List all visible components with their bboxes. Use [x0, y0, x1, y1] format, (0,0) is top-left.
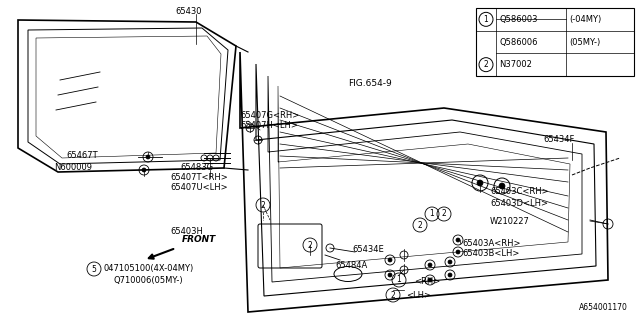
Text: Q710006(05MY-): Q710006(05MY-) [114, 276, 184, 284]
Text: FIG.654-9: FIG.654-9 [348, 78, 392, 87]
Text: 65407H<LH>: 65407H<LH> [240, 122, 298, 131]
Text: FRONT: FRONT [182, 236, 216, 244]
Circle shape [499, 183, 505, 189]
Text: 65483G: 65483G [180, 163, 213, 172]
Text: 65403C<RH>: 65403C<RH> [490, 188, 548, 196]
Circle shape [142, 168, 146, 172]
Text: 65407G<RH>: 65407G<RH> [240, 111, 300, 121]
Text: 65403D<LH>: 65403D<LH> [490, 198, 548, 207]
Circle shape [428, 278, 432, 282]
Text: 65403A<RH>: 65403A<RH> [462, 238, 520, 247]
Bar [476, 8, 634, 76]
Text: A654001170: A654001170 [579, 303, 628, 312]
Circle shape [448, 260, 452, 264]
Circle shape [146, 155, 150, 159]
Text: 2: 2 [260, 201, 266, 210]
Text: 65407T<RH>: 65407T<RH> [170, 173, 228, 182]
Text: 5: 5 [92, 265, 97, 274]
Text: Q586006: Q586006 [499, 37, 538, 46]
Circle shape [456, 238, 460, 242]
Text: 2: 2 [442, 210, 446, 219]
Text: 65467T: 65467T [66, 150, 98, 159]
Text: 65403B<LH>: 65403B<LH> [462, 250, 520, 259]
Circle shape [428, 263, 432, 267]
Text: (05MY-): (05MY-) [569, 37, 600, 46]
Text: 65484A: 65484A [335, 260, 367, 269]
Text: W210227: W210227 [490, 217, 530, 226]
Text: 1: 1 [484, 15, 488, 24]
Text: 1: 1 [429, 210, 435, 219]
Text: 65430: 65430 [175, 7, 202, 17]
Text: N37002: N37002 [499, 60, 532, 69]
Text: 65403H: 65403H [170, 228, 203, 236]
Text: 65434F: 65434F [543, 135, 574, 145]
Circle shape [448, 273, 452, 277]
Text: 2: 2 [418, 220, 422, 229]
Text: (-04MY): (-04MY) [569, 15, 601, 24]
Text: 2: 2 [308, 241, 312, 250]
Text: <RH>: <RH> [414, 276, 440, 285]
Text: <LH>: <LH> [406, 291, 431, 300]
Circle shape [477, 180, 483, 186]
Circle shape [388, 258, 392, 262]
Text: 1: 1 [397, 276, 401, 284]
Circle shape [388, 273, 392, 277]
Text: 047105100(4X-04MY): 047105100(4X-04MY) [104, 265, 195, 274]
Text: N600009: N600009 [54, 163, 92, 172]
Text: Q586003: Q586003 [499, 15, 538, 24]
Text: 65434E: 65434E [352, 245, 384, 254]
Text: 65407U<LH>: 65407U<LH> [170, 183, 228, 193]
Text: 2: 2 [484, 60, 488, 69]
Text: 2: 2 [390, 291, 396, 300]
Circle shape [456, 250, 460, 254]
